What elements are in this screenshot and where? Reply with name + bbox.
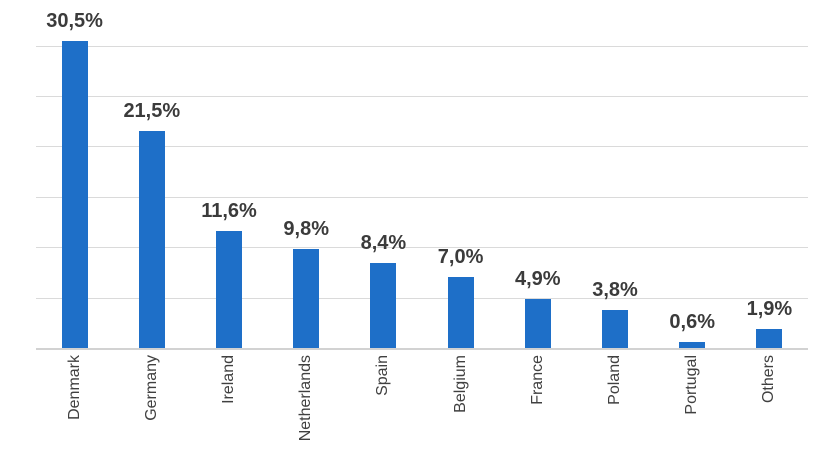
category-label: France — [528, 355, 546, 405]
category-label: Belgium — [451, 355, 469, 413]
x-axis-line — [36, 348, 808, 350]
bar-france — [524, 298, 551, 348]
category-label: Germany — [142, 355, 160, 421]
gridline — [36, 96, 808, 97]
data-label: 4,9% — [515, 267, 561, 290]
gridline — [36, 146, 808, 148]
bar-poland — [602, 309, 628, 348]
category-label: Others — [760, 355, 778, 404]
category-label: Ireland — [220, 355, 237, 404]
gridline — [36, 196, 808, 198]
data-label: 1,9% — [746, 297, 793, 320]
category-label: Poland — [606, 355, 623, 405]
data-label: 7,0% — [437, 246, 484, 269]
bar-others — [756, 328, 783, 348]
bar-portugal — [679, 341, 706, 348]
gridline — [36, 247, 808, 249]
category-label: Spain — [374, 355, 392, 396]
gridline — [36, 297, 808, 299]
category-label: Denmark — [65, 355, 83, 420]
data-label: 3,8% — [592, 278, 638, 301]
bar-ireland — [216, 231, 242, 348]
bar-belgium — [447, 277, 474, 348]
data-label: 11,6% — [201, 200, 257, 223]
bar-germany — [138, 131, 165, 348]
data-label: 30,5% — [46, 9, 103, 32]
category-label: Netherlands — [297, 355, 315, 442]
bar-netherlands — [293, 249, 320, 348]
category-label: Portugal — [683, 355, 701, 415]
bar-denmark — [61, 40, 88, 348]
gridline — [36, 45, 808, 47]
data-label: 9,8% — [283, 218, 329, 241]
data-label: 21,5% — [123, 100, 181, 123]
data-label: 0,6% — [669, 310, 715, 333]
data-label: 8,4% — [360, 232, 407, 255]
bar-spain — [370, 263, 397, 348]
plot-area: 30,5% 21,5% 11,6% 9,8% 8,4% 7,0% 4,9% 3,8% 0,6% 1… — [36, 0, 808, 350]
